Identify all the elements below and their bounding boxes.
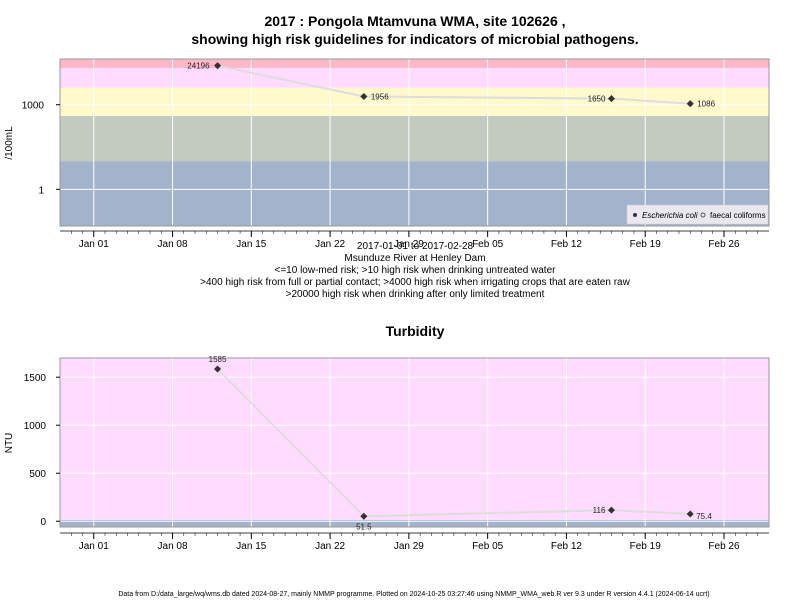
- ecoli-point: [214, 62, 222, 70]
- chart1-caption-risk2: >400 high risk from full or partial cont…: [200, 277, 630, 288]
- chart2-x-tick-label: Feb 12: [551, 541, 583, 552]
- chart2-plot-background: [60, 358, 769, 527]
- ecoli-point: [686, 100, 694, 108]
- chart1-caption-risk1: <=10 low-med risk; >10 high risk when dr…: [275, 265, 557, 276]
- chart1-y-axis-label: /100mL: [4, 126, 15, 160]
- legend-faecal-marker: [700, 212, 706, 218]
- chart2-y-ticks: 0 500 1000 1500: [24, 373, 60, 528]
- legend-ecoli-marker: [633, 213, 637, 217]
- turbidity-series-line: [216, 368, 691, 518]
- chart2-y-tick-label: 1000: [24, 421, 47, 432]
- chart1-caption-dates: 2017-01-01 to 2017-02-28: [357, 241, 474, 252]
- chart1-caption-site: Msunduze River at Henley Dam: [344, 253, 485, 264]
- legend-box: [626, 204, 769, 225]
- ecoli-data-label: 24196: [187, 62, 210, 71]
- chart1-title-line1: 2017 : Pongola Mtamvuna WMA, site 102626…: [264, 13, 565, 29]
- chart1-x-tick-label: Feb 05: [472, 239, 504, 250]
- chart1-y-tick-label: 1000: [22, 101, 45, 112]
- ecoli-data-label: 1086: [697, 100, 715, 109]
- chart2-x-tick-label: Jan 01: [79, 541, 109, 552]
- chart2-x-tick-label: Jan 08: [158, 541, 188, 552]
- turbidity-data-label: 1585: [209, 355, 227, 364]
- chart1-caption-risk3: >20000 high risk when drinking after onl…: [286, 289, 545, 300]
- chart1-x-tick-label: Jan 29: [394, 239, 424, 250]
- chart1-title-line2: showing high risk guidelines for indicat…: [191, 31, 638, 47]
- chart2-x-tick-label: Jan 15: [236, 541, 266, 552]
- chart2-grid: [60, 358, 769, 527]
- turbidity-point: [686, 510, 694, 518]
- legend-faecal-label: faecal coliforms: [710, 211, 766, 220]
- chart1-x-tick-label: Jan 22: [315, 239, 345, 250]
- legend-ecoli-label: Escherichia coli: [642, 211, 698, 220]
- chart2-x-ticks: Jan 01 Jan 08 Jan 15 Jan 22 Jan 29 Feb 05 Feb …: [60, 532, 769, 552]
- chart2-plot-frame: [59, 357, 770, 528]
- turbidity-data-label: 75.4: [696, 512, 712, 521]
- chart1-x-tick-label: Feb 26: [708, 239, 740, 250]
- chart2-y-tick-label: 1500: [24, 373, 47, 384]
- risk-band-3: [60, 67, 769, 88]
- chart1-y-tick-label: 1: [38, 185, 44, 196]
- chart1-x-ticks: Jan 01 Jan 08 Jan 15 Jan 22 Jan 29 Feb 05 Feb …: [60, 230, 769, 250]
- chart2-series: 1585 51.5 116 75.4: [209, 355, 713, 531]
- turbidity-data-label: 116: [593, 506, 606, 515]
- chart1-x-tick-label: Feb 19: [630, 239, 662, 250]
- chart2-x-tick-label: Feb 19: [630, 541, 662, 552]
- chart2-title: Turbidity: [386, 323, 445, 339]
- chart1-legend: Escherichia coli faecal coliforms: [626, 204, 769, 225]
- chart1-x-tick-label: Feb 12: [551, 239, 583, 250]
- ecoli-data-label: 1650: [588, 95, 606, 104]
- chart1-x-tick-label: Jan 08: [158, 239, 188, 250]
- turbidity-point: [360, 512, 368, 520]
- ecoli-point: [360, 92, 368, 101]
- chart1-plot-frame: [59, 58, 770, 227]
- chart1-grid: [60, 59, 769, 226]
- chart2-y-axis-label: NTU: [4, 433, 15, 454]
- chart1-risk-bands: [60, 59, 769, 226]
- chart2-baseline-band: [60, 520, 769, 527]
- chart2-x-tick-label: Jan 22: [315, 541, 345, 552]
- turbidity-point: [214, 365, 222, 373]
- ecoli-series-line: [217, 64, 691, 105]
- ecoli-point: [607, 95, 615, 103]
- risk-band-1: [60, 115, 769, 162]
- chart2-x-tick-label: Feb 05: [472, 541, 504, 552]
- chart1-x-tick-label: Jan 15: [236, 239, 266, 250]
- chart1-x-tick-label: Jan 01: [79, 239, 109, 250]
- chart1-series: 24196 1956 1650 1086: [187, 62, 715, 109]
- chart2-y-tick-label: 500: [29, 469, 46, 480]
- chart2-y-tick-label: 0: [40, 517, 46, 528]
- chart2-x-tick-label: Feb 26: [708, 541, 740, 552]
- turbidity-data-label: 51.5: [356, 522, 372, 531]
- ecoli-data-label: 1956: [371, 92, 389, 101]
- footer-note: Data from D:/data_large/wq/wms.db dated …: [118, 591, 709, 598]
- chart1-y-ticks: 1 1000: [22, 101, 60, 196]
- turbidity-point: [607, 506, 615, 514]
- risk-band-4: [60, 59, 769, 68]
- chart2-x-tick-label: Jan 29: [394, 541, 424, 552]
